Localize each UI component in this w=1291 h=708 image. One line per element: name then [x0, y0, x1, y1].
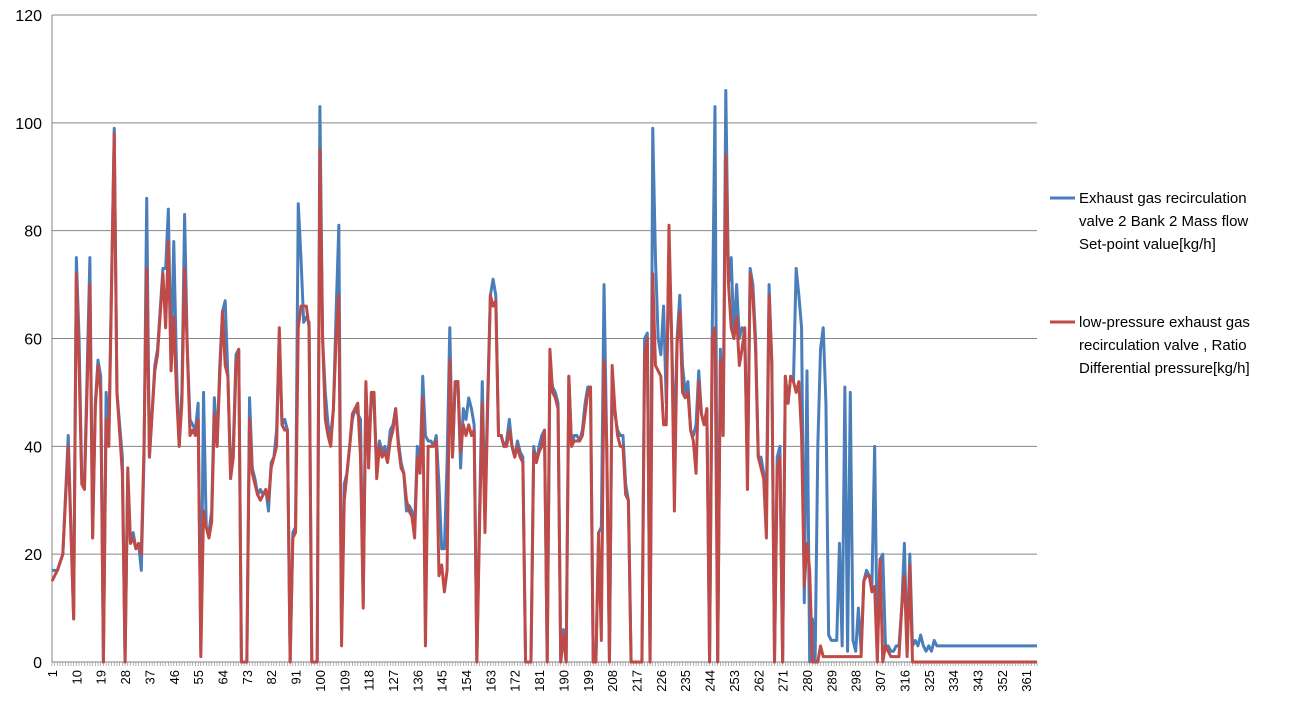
x-tick-label: 154 — [459, 670, 474, 692]
x-tick-label: 325 — [922, 670, 937, 692]
legend-label: Exhaust gas recirculation — [1079, 190, 1247, 207]
x-tick-label: 181 — [532, 670, 547, 692]
x-tick-label: 46 — [167, 670, 182, 684]
x-tick-label: 298 — [849, 670, 864, 692]
y-tick-label: 20 — [24, 547, 42, 564]
y-tick-label: 60 — [24, 332, 42, 349]
x-tick-label: 73 — [240, 670, 255, 684]
x-tick-label: 343 — [970, 670, 985, 692]
x-tick-label: 37 — [142, 670, 157, 684]
x-tick-label: 235 — [678, 670, 693, 692]
x-tick-label: 289 — [824, 670, 839, 692]
x-tick-label: 55 — [191, 670, 206, 684]
series-lines — [50, 88, 1037, 664]
x-tick-label: 172 — [508, 670, 523, 692]
legend-label: recirculation valve , Ratio — [1079, 337, 1247, 354]
x-tick-label: 334 — [946, 670, 961, 692]
x-axis: 1 10 19 28 37 46 55 64 73 82 91 100 109 118 127 136 145 1… — [45, 15, 1038, 692]
legend-label: low-pressure exhaust gas — [1079, 314, 1250, 331]
x-tick-label: 118 — [362, 670, 377, 691]
x-tick-label: 28 — [118, 670, 133, 684]
x-tick-label: 64 — [215, 670, 230, 684]
legend-label: valve 2 Bank 2 Mass flow — [1079, 213, 1248, 230]
x-tick-label: 361 — [1019, 670, 1034, 692]
x-tick-label: 100 — [313, 670, 328, 692]
y-tick-label: 0 — [33, 655, 42, 672]
x-tick-label: 280 — [800, 670, 815, 692]
x-tick-label: 10 — [69, 670, 84, 684]
legend-label: Set-point value[kg/h] — [1079, 236, 1216, 253]
y-axis-ticks: 0 20 40 60 80 100 120 — [15, 8, 42, 672]
x-tick-label: 1 — [45, 670, 60, 677]
legend-label: Differential pressure[kg/h] — [1079, 360, 1250, 377]
x-tick-label: 163 — [483, 670, 498, 692]
y-tick-label: 80 — [24, 224, 42, 241]
x-tick-label: 217 — [630, 670, 645, 692]
x-tick-label: 316 — [897, 670, 912, 692]
x-tick-label: 136 — [410, 670, 425, 692]
legend: Exhaust gas recirculation valve 2 Bank 2 … — [1050, 190, 1250, 377]
x-tick-label: 19 — [94, 670, 109, 684]
x-tick-label: 91 — [289, 670, 304, 684]
series-line-2 — [50, 132, 1037, 664]
x-tick-label: 352 — [995, 670, 1010, 692]
y-tick-label: 40 — [24, 439, 42, 456]
x-tick-label: 127 — [386, 670, 401, 692]
x-tick-label: 208 — [605, 670, 620, 692]
x-tick-label: 244 — [703, 670, 718, 692]
x-tick-label: 199 — [581, 670, 596, 692]
x-tick-label: 82 — [264, 670, 279, 684]
x-tick-label: 271 — [776, 670, 791, 692]
x-tick-label: 226 — [654, 670, 669, 692]
y-tick-label: 120 — [15, 8, 42, 25]
x-tick-label: 262 — [751, 670, 766, 692]
x-tick-label: 145 — [435, 670, 450, 692]
y-tick-label: 100 — [15, 116, 42, 133]
x-tick-label: 253 — [727, 670, 742, 692]
x-tick-label: 190 — [556, 670, 571, 692]
x-tick-label: 109 — [337, 670, 352, 692]
x-tick-label: 307 — [873, 670, 888, 692]
